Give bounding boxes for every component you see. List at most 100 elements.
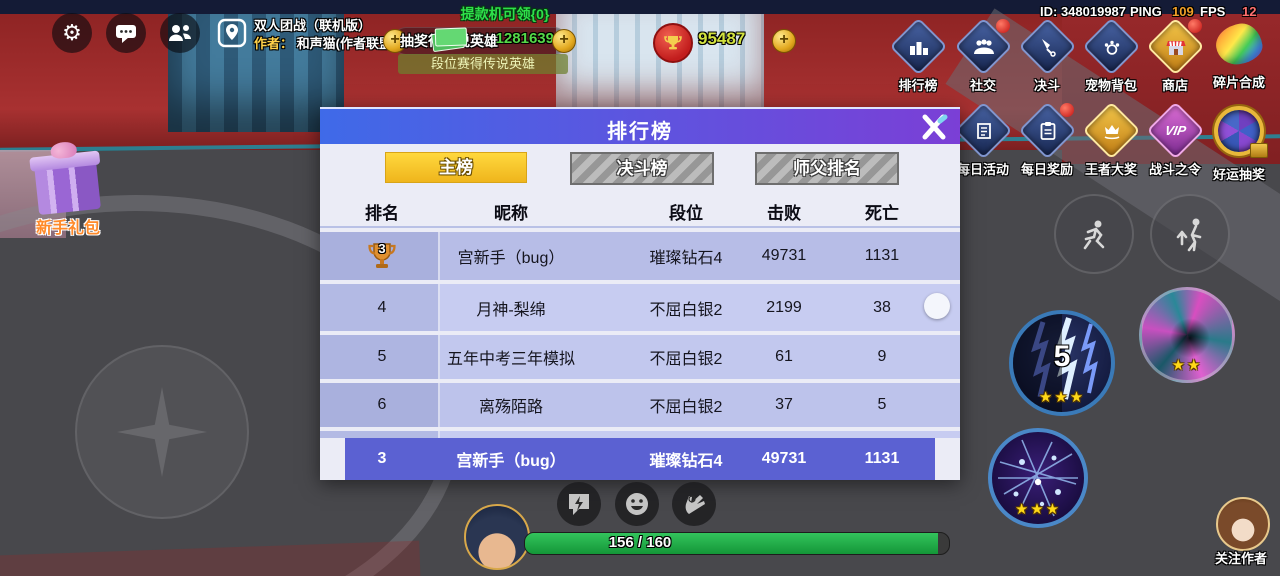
table-row[interactable]: 5 五年中考三年模拟 不屈白银2 61 9 [320, 335, 960, 379]
wave-emote-button[interactable] [672, 482, 716, 526]
rank-cell [320, 284, 440, 331]
header-divider [320, 226, 960, 228]
menu-king-prize[interactable]: 王者大奖 [1078, 101, 1144, 178]
flash-emote-button[interactable] [557, 482, 601, 526]
column-deaths: 死亡 [865, 204, 899, 223]
scroll-icon [965, 112, 1002, 149]
skill-stars: ★★★ [1038, 389, 1086, 406]
menu-social[interactable]: 社交 [950, 17, 1016, 94]
sky-background [0, 0, 1280, 14]
tab-main-ranking[interactable]: 主榜 [385, 152, 527, 183]
chat-button[interactable] [106, 13, 146, 53]
menu-label: 每日奖励 [1020, 162, 1073, 177]
menu-label: 决斗 [1033, 78, 1060, 93]
ping-label: PING [1130, 4, 1162, 19]
follow-author-label: 关注作者 [1214, 551, 1267, 566]
tab-duel-ranking[interactable]: 决斗榜 [570, 152, 714, 185]
sprint-button[interactable] [1054, 194, 1134, 274]
vip-icon: VIP [1163, 123, 1187, 138]
smiley-emote-button[interactable] [615, 482, 659, 526]
skill-stars: ★★ [1171, 357, 1203, 374]
menu-leaderboard[interactable]: 排行榜 [885, 17, 951, 94]
cell-tier: 不屈白银2 [649, 301, 723, 319]
table-row[interactable]: 4 月神-梨绵 不屈白银2 2199 38 [320, 284, 960, 331]
web-skill-button[interactable]: ★★★ [988, 428, 1088, 528]
column-kills: 击败 [767, 204, 801, 223]
cell-rank: 4 [377, 298, 387, 316]
trophy-icon [664, 36, 682, 50]
movement-joystick[interactable] [75, 345, 249, 519]
health-text: 156 / 160 [608, 534, 672, 551]
notification-badge [1188, 19, 1202, 33]
chest-icon [1250, 143, 1268, 158]
menu-label: 王者大奖 [1084, 162, 1137, 177]
table-row[interactable]: 6 离殇陌路 不屈白银2 37 5 [320, 383, 960, 427]
tab-master-ranking[interactable]: 师父排名 [755, 152, 899, 185]
menu-shop[interactable]: 商店 [1142, 17, 1208, 94]
menu-lucky-draw[interactable]: 好运抽奖 [1206, 106, 1272, 183]
rank-reward-tooltip: 段位赛得传说英雄 [398, 54, 568, 74]
settings-button[interactable]: ⚙ [52, 13, 92, 53]
rank-cell [320, 335, 440, 379]
close-button[interactable] [918, 113, 950, 141]
menu-label: 碎片合成 [1212, 75, 1265, 90]
smiley-icon [626, 493, 648, 515]
podium-icon [900, 28, 937, 65]
menu-pet-backpack[interactable]: 宠物背包 [1078, 17, 1144, 94]
trophy-add-button[interactable]: + [772, 29, 796, 53]
vortex-skill-button[interactable]: ★★ [1139, 287, 1235, 383]
jump-button[interactable] [1150, 194, 1230, 274]
skill-charge-count: 5 [1053, 340, 1071, 373]
menu-label: 排行榜 [898, 78, 938, 93]
coin-add-button[interactable]: + [383, 29, 407, 53]
trophy-currency-badge [653, 23, 693, 63]
coin-add-button-right[interactable]: + [552, 29, 576, 53]
lightning-icon [1031, 317, 1098, 400]
menu-battle-pass[interactable]: VIP 战斗之令 [1142, 101, 1208, 178]
cell-name: 宫新手（bug） [457, 250, 565, 267]
rainbow-fragment-icon [1213, 20, 1265, 68]
author-prefix: 作者： [254, 36, 294, 51]
menu-daily-reward[interactable]: 每日奖励 [1014, 101, 1080, 178]
cell-rank: 3 [377, 450, 387, 467]
cell-tier: 璀璨钻石4 [649, 453, 723, 470]
newbie-gift-button[interactable] [26, 140, 107, 221]
menu-duel[interactable]: 决斗 [1014, 17, 1080, 94]
clipped-row-sliver [320, 431, 960, 438]
cell-deaths: 1131 [864, 247, 900, 264]
cell-name: 宫新手（bug） [456, 453, 566, 470]
menu-label: 宠物背包 [1084, 78, 1137, 93]
cell-tier: 不屈白银2 [649, 399, 723, 416]
joystick-star-icon [117, 387, 207, 477]
fps-label: FPS [1200, 4, 1226, 19]
player-avatar[interactable] [464, 504, 530, 570]
clipboard-icon [1029, 112, 1066, 149]
social-people-icon [965, 28, 1002, 65]
cell-deaths: 9 [877, 348, 887, 365]
paw-icon [1093, 28, 1130, 65]
dialog-header: 排行榜 [320, 107, 960, 144]
session-id: ID: 348019987 [1040, 4, 1127, 19]
column-rank: 排名 [365, 204, 399, 223]
cell-rank: 6 [377, 396, 387, 413]
menu-label: 社交 [969, 78, 996, 93]
close-icon [922, 114, 948, 140]
team-button[interactable] [160, 13, 200, 53]
menu-label: 好运抽奖 [1212, 167, 1265, 182]
menu-label: 战斗之令 [1148, 162, 1201, 177]
waving-hand-icon [685, 495, 705, 514]
menu-label: 每日活动 [956, 162, 1009, 177]
newbie-gift-label: 新手礼包 [35, 220, 100, 237]
cell-kills: 2199 [766, 298, 802, 316]
notification-badge [996, 19, 1010, 33]
trophy-amount: 95487 [698, 29, 746, 48]
menu-fragment-synthesis[interactable]: 碎片合成 [1206, 20, 1272, 91]
menu-daily-activity[interactable]: 每日活动 [950, 101, 1016, 178]
jump-icon [1176, 218, 1202, 252]
lightning-skill-button[interactable]: 5 ★★★ [1009, 310, 1115, 416]
scrollbar-thumb[interactable] [924, 293, 950, 319]
author-avatar[interactable] [1216, 497, 1270, 551]
rank-cell [320, 431, 440, 438]
table-row[interactable]: 3 宫新手（bug） 璀璨钻石4 49731 1131 [320, 232, 960, 280]
